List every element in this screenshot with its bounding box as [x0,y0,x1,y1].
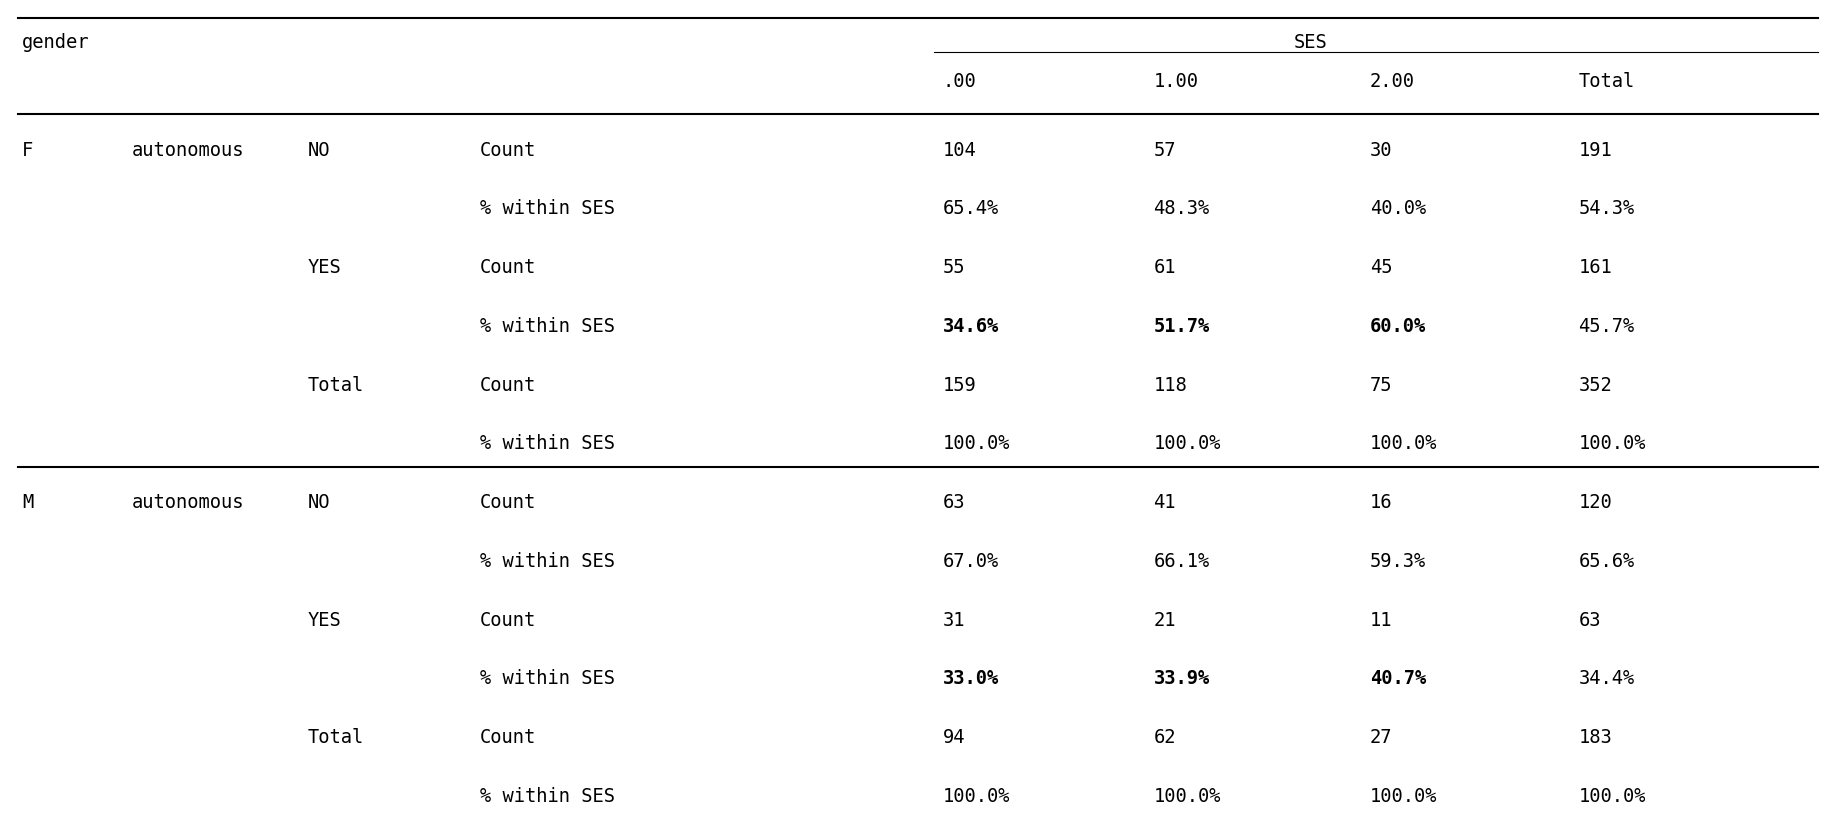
Text: % within SES: % within SES [479,669,615,689]
Text: NO: NO [307,493,329,512]
Text: NO: NO [307,140,329,160]
Text: 100.0%: 100.0% [1577,434,1645,454]
Text: 100.0%: 100.0% [1153,787,1221,806]
Text: YES: YES [307,610,340,630]
Text: % within SES: % within SES [479,317,615,336]
Text: 45: 45 [1369,258,1391,277]
Text: 100.0%: 100.0% [942,787,1010,806]
Text: 30: 30 [1369,140,1391,160]
Text: 2.00: 2.00 [1369,72,1415,91]
Text: 100.0%: 100.0% [1369,787,1437,806]
Text: 34.4%: 34.4% [1577,669,1634,689]
Text: Count: Count [479,728,536,747]
Text: 75: 75 [1369,375,1391,395]
Text: 352: 352 [1577,375,1610,395]
Text: % within SES: % within SES [479,434,615,454]
Text: 61: 61 [1153,258,1175,277]
Text: 21: 21 [1153,610,1175,630]
Text: SES: SES [1294,33,1327,51]
Text: 45.7%: 45.7% [1577,317,1634,336]
Text: Total: Total [1577,72,1634,91]
Text: 11: 11 [1369,610,1391,630]
Text: % within SES: % within SES [479,552,615,571]
Text: 104: 104 [942,140,975,160]
Text: 40.0%: 40.0% [1369,199,1426,219]
Text: 100.0%: 100.0% [942,434,1010,454]
Text: 59.3%: 59.3% [1369,552,1426,571]
Text: 16: 16 [1369,493,1391,512]
Text: Count: Count [479,610,536,630]
Text: 57: 57 [1153,140,1175,160]
Text: 31: 31 [942,610,964,630]
Text: Count: Count [479,375,536,395]
Text: 66.1%: 66.1% [1153,552,1210,571]
Text: Count: Count [479,140,536,160]
Text: Total: Total [307,728,364,747]
Text: .00: .00 [942,72,975,91]
Text: M: M [22,493,33,512]
Text: 33.9%: 33.9% [1153,669,1210,689]
Text: 100.0%: 100.0% [1369,434,1437,454]
Text: Count: Count [479,258,536,277]
Text: 191: 191 [1577,140,1610,160]
Text: 40.7%: 40.7% [1369,669,1426,689]
Text: autonomous: autonomous [132,140,243,160]
Text: Total: Total [307,375,364,395]
Text: 65.6%: 65.6% [1577,552,1634,571]
Text: 55: 55 [942,258,964,277]
Text: 51.7%: 51.7% [1153,317,1210,336]
Text: 41: 41 [1153,493,1175,512]
Text: 67.0%: 67.0% [942,552,999,571]
Text: 54.3%: 54.3% [1577,199,1634,219]
Text: 118: 118 [1153,375,1186,395]
Text: 48.3%: 48.3% [1153,199,1210,219]
Text: F: F [22,140,33,160]
Text: 63: 63 [1577,610,1599,630]
Text: 63: 63 [942,493,964,512]
Text: 183: 183 [1577,728,1610,747]
Text: 34.6%: 34.6% [942,317,999,336]
Text: 94: 94 [942,728,964,747]
Text: gender: gender [22,33,90,51]
Text: 27: 27 [1369,728,1391,747]
Text: 60.0%: 60.0% [1369,317,1426,336]
Text: 100.0%: 100.0% [1577,787,1645,806]
Text: 33.0%: 33.0% [942,669,999,689]
Text: 62: 62 [1153,728,1175,747]
Text: 65.4%: 65.4% [942,199,999,219]
Text: 100.0%: 100.0% [1153,434,1221,454]
Text: % within SES: % within SES [479,787,615,806]
Text: 161: 161 [1577,258,1610,277]
Text: 1.00: 1.00 [1153,72,1199,91]
Text: YES: YES [307,258,340,277]
Text: Count: Count [479,493,536,512]
Text: 159: 159 [942,375,975,395]
Text: autonomous: autonomous [132,493,243,512]
Text: 120: 120 [1577,493,1610,512]
Text: % within SES: % within SES [479,199,615,219]
